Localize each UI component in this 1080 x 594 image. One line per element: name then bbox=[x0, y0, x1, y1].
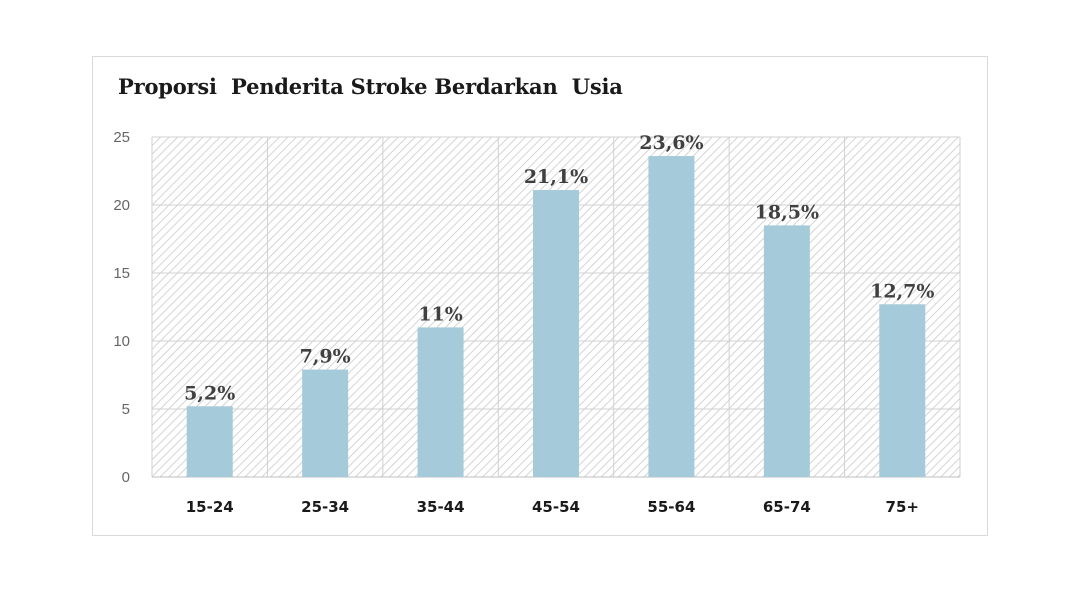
data-label: 11% bbox=[418, 303, 463, 325]
x-axis: 15-24 25-34 35-44 45-54 55-64 65-74 75+ bbox=[186, 498, 919, 516]
y-tick-label: 20 bbox=[113, 197, 130, 214]
y-tick-label: 25 bbox=[113, 129, 130, 146]
x-tick-label: 55-64 bbox=[647, 498, 695, 516]
bar-75+ bbox=[879, 304, 926, 477]
bar-45-54 bbox=[533, 190, 579, 478]
y-tick-label: 5 bbox=[122, 401, 130, 418]
bar-65-74 bbox=[763, 225, 810, 477]
data-label: 21,1% bbox=[524, 166, 588, 188]
bar-15-24 bbox=[186, 406, 233, 477]
bar-25-34 bbox=[302, 369, 349, 477]
chart-title: Proporsi Penderita Stroke Berdarkan Usia bbox=[118, 74, 623, 99]
bars bbox=[186, 156, 926, 478]
data-label: 7,9% bbox=[300, 346, 351, 368]
x-tick-label: 75+ bbox=[886, 498, 919, 516]
y-tick-label: 0 bbox=[122, 469, 130, 486]
y-tick-label: 15 bbox=[113, 265, 130, 282]
data-labels: 5,2% 7,9% 11% 21,1% 23,6% 18,5% 12,7% bbox=[184, 132, 934, 404]
data-label: 5,2% bbox=[184, 382, 235, 404]
data-label: 12,7% bbox=[870, 280, 934, 302]
y-axis: 0 5 10 15 20 25 bbox=[113, 129, 130, 486]
data-label: 18,5% bbox=[755, 201, 819, 223]
bar-35-44 bbox=[417, 327, 464, 477]
x-tick-label: 15-24 bbox=[186, 498, 234, 516]
bar-55-64 bbox=[648, 156, 695, 478]
data-label: 23,6% bbox=[639, 132, 703, 154]
x-tick-label: 25-34 bbox=[301, 498, 349, 516]
x-tick-label: 35-44 bbox=[417, 498, 465, 516]
x-tick-label: 65-74 bbox=[763, 498, 811, 516]
x-tick-label: 45-54 bbox=[532, 498, 580, 516]
y-tick-label: 10 bbox=[113, 333, 130, 350]
